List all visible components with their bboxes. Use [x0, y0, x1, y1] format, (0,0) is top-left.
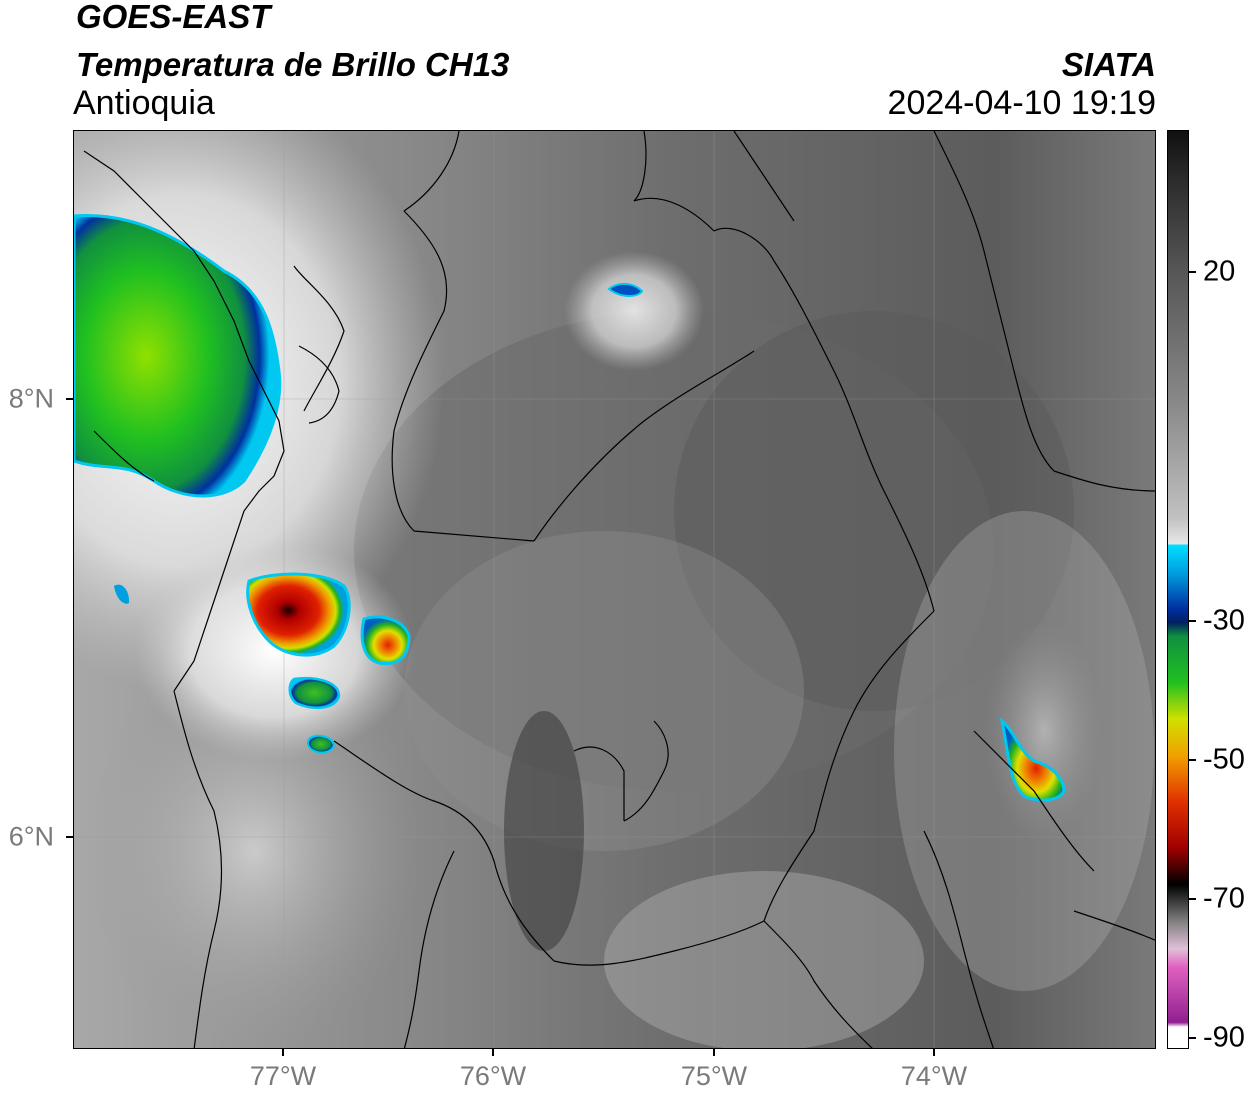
colorbar-label-minus90: -90 — [1203, 1021, 1245, 1054]
lon-label-75w: 75°W — [680, 1061, 748, 1091]
region-title: Antioquia — [73, 84, 215, 122]
colorbar-label-20: 20 — [1203, 255, 1236, 288]
lat-label-8n: 8°N — [8, 383, 54, 414]
lat-tick — [66, 398, 73, 400]
storm-cell-main — [246, 572, 351, 657]
colorbar-tick — [1189, 620, 1196, 622]
lon-tick — [933, 1049, 935, 1056]
lon-tick — [713, 1049, 715, 1056]
satellite-title: GOES-EAST — [76, 0, 271, 35]
lon-tick — [492, 1049, 494, 1056]
storm-cell-east — [360, 615, 411, 666]
lat-tick — [66, 836, 73, 838]
storm-cell-north — [607, 283, 644, 297]
colorbar-tick — [1189, 898, 1196, 900]
colorbar-tick — [1189, 759, 1196, 761]
lon-label-77w: 77°W — [249, 1061, 317, 1091]
lon-label-74w: 74°W — [900, 1061, 968, 1091]
lon-tick — [282, 1049, 284, 1056]
temperature-colorbar — [1167, 130, 1189, 1049]
map-panel — [73, 130, 1156, 1049]
lon-label-76w: 76°W — [459, 1061, 527, 1091]
storm-cell-magdalena — [999, 717, 1066, 802]
brightness-temperature-map — [74, 131, 1155, 1048]
colorbar-label-minus70: -70 — [1203, 882, 1245, 915]
colorbar-tick — [1189, 1037, 1196, 1039]
agency-label: SIATA — [1061, 46, 1156, 83]
product-title: Temperatura de Brillo CH13 — [76, 46, 510, 83]
lat-label-6n: 6°N — [8, 821, 54, 852]
storm-cell-small-1 — [288, 677, 341, 709]
colorbar-label-minus30: -30 — [1203, 604, 1245, 637]
storm-cell-small-2 — [306, 734, 336, 754]
timestamp-label: 2024-04-10 19:19 — [887, 84, 1156, 122]
colorbar-label-minus50: -50 — [1203, 743, 1245, 776]
coastline-and-borders — [83, 131, 1155, 1048]
cloud-fragment — [114, 584, 130, 604]
colorbar-tick — [1189, 271, 1196, 273]
